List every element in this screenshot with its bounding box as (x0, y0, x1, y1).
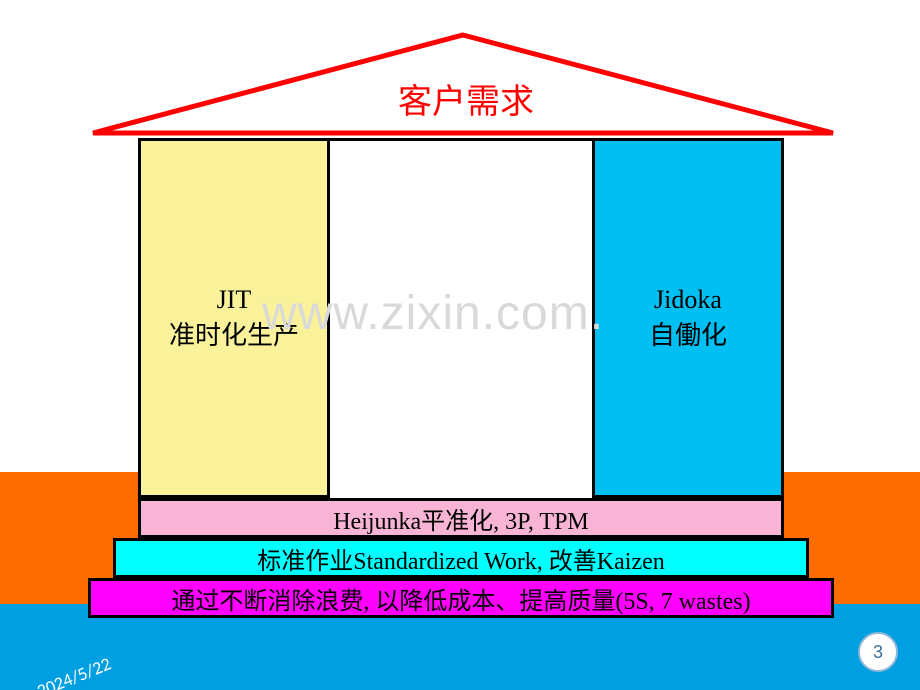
foundation-waste-elimination-text: 通过不断消除浪费, 以降低成本、提高质量(5S, 7 wastes) (171, 581, 750, 616)
pillar-jit: JIT 准时化生产 (138, 138, 330, 498)
roof-label: 客户需求 (398, 74, 698, 123)
pillar-jidoka: Jidoka 自働化 (592, 138, 784, 498)
foundation-waste-elimination: 通过不断消除浪费, 以降低成本、提高质量(5S, 7 wastes) (88, 578, 834, 618)
pillar-jidoka-line1: Jidoka (654, 285, 722, 314)
pillar-jidoka-line2: 自働化 (649, 321, 727, 350)
pillar-jit-line1: JIT (217, 285, 252, 314)
foundation-standardized-work: 标准作业Standardized Work, 改善Kaizen (113, 538, 809, 578)
pillar-jit-line2: 准时化生产 (169, 321, 299, 350)
slide-page-number: 3 (858, 632, 898, 672)
pillar-jidoka-text: Jidoka 自働化 (649, 282, 727, 355)
house-center-gap (330, 138, 592, 498)
foundation-standardized-work-text: 标准作业Standardized Work, 改善Kaizen (257, 541, 665, 576)
pillar-jit-text: JIT 准时化生产 (169, 282, 299, 355)
foundation-heijunka: Heijunka平准化, 3P, TPM (138, 498, 784, 538)
foundation-heijunka-text: Heijunka平准化, 3P, TPM (333, 501, 589, 536)
